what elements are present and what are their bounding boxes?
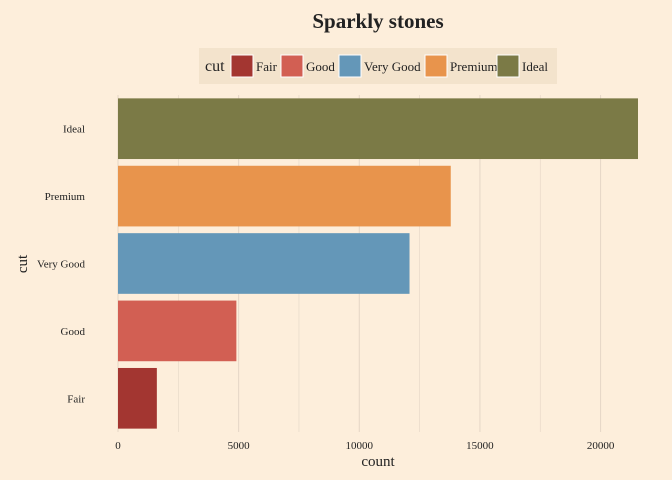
chart-title: Sparkly stones [312, 9, 443, 33]
legend-label: Good [306, 59, 335, 74]
legend-label: Fair [256, 59, 278, 74]
x-tick-label: 5000 [228, 440, 251, 452]
x-axis-title: count [361, 454, 395, 470]
y-tick-label: Ideal [63, 124, 85, 136]
y-tick-label: Good [61, 326, 86, 338]
legend-label: Premium [450, 59, 498, 74]
legend-title: cut [205, 58, 225, 75]
y-tick-label: Premium [45, 191, 86, 203]
legend-key-very-good [338, 54, 362, 78]
bar-very-good [118, 233, 410, 294]
y-tick-label: Very Good [37, 259, 85, 271]
bar-premium [118, 165, 451, 227]
bar-ideal [118, 98, 638, 160]
bar-fair [118, 367, 157, 429]
legend-key-fair [230, 54, 254, 78]
legend-label: Ideal [522, 59, 548, 74]
x-tick-label: 0 [115, 440, 121, 452]
legend-key-premium [424, 54, 448, 78]
x-tick-label: 20000 [587, 440, 615, 452]
x-tick-label: 10000 [346, 440, 374, 452]
legend: cut Fair Good Very Good Premium Ideal [199, 48, 557, 84]
y-tick-label: Fair [67, 393, 85, 405]
y-axis-title: cut [15, 254, 31, 273]
x-tick-label: 15000 [466, 440, 494, 452]
legend-key-ideal [496, 54, 520, 78]
bar-good [118, 300, 237, 362]
legend-key-good [280, 54, 304, 78]
legend-label: Very Good [364, 59, 421, 74]
